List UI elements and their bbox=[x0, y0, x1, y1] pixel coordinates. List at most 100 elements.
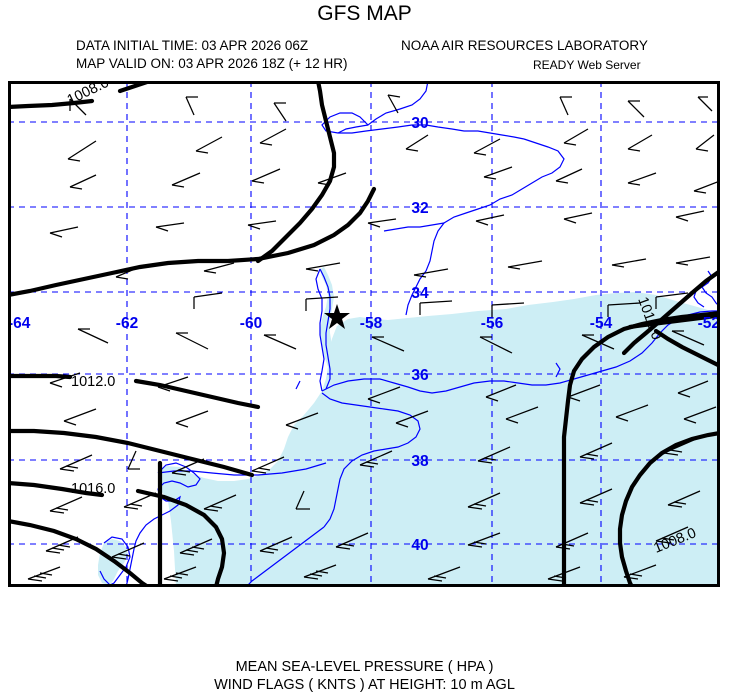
wind-barbs bbox=[27, 94, 720, 582]
wind-barb bbox=[695, 134, 715, 152]
lat-label--40: 40 bbox=[411, 537, 428, 554]
wind-barb bbox=[163, 566, 197, 582]
wind-barb bbox=[49, 226, 79, 238]
wind-barb bbox=[581, 334, 615, 350]
graticule-labels: -64 -62 -60 -58 -56 -54 -52 30 32 34 36 … bbox=[8, 115, 720, 554]
wind-barb bbox=[175, 410, 209, 428]
wind-barb bbox=[615, 404, 649, 422]
lon-label--60: -60 bbox=[240, 315, 262, 332]
coast-south bbox=[245, 526, 325, 587]
wind-barb bbox=[305, 262, 341, 272]
coast-lagoon-inner bbox=[103, 536, 131, 587]
page-title: GFS MAP bbox=[317, 2, 412, 25]
wind-barb bbox=[579, 442, 613, 460]
estuary-west-arm bbox=[322, 381, 414, 403]
wind-barb bbox=[179, 538, 213, 556]
wind-barb bbox=[185, 96, 198, 116]
wind-barb bbox=[127, 450, 140, 470]
wind-barb bbox=[63, 408, 97, 426]
laboratory-label: NOAA AIR RESOURCES LABORATORY bbox=[401, 38, 648, 53]
wind-barb bbox=[247, 220, 277, 230]
lon-label--52: -52 bbox=[698, 315, 720, 332]
wind-barb bbox=[579, 488, 613, 506]
wind-barb bbox=[473, 138, 501, 156]
wind-barb bbox=[45, 536, 79, 554]
map-valid-on-label: MAP VALID ON: 03 APR 2026 18Z (+ 12 HR) bbox=[76, 56, 348, 71]
wind-barb bbox=[115, 264, 145, 280]
wind-barb bbox=[27, 566, 61, 582]
wind-barb bbox=[67, 140, 97, 162]
isobars bbox=[8, 81, 720, 587]
source-location-star[interactable] bbox=[324, 304, 350, 329]
wind-barb bbox=[69, 174, 97, 190]
wind-barb bbox=[395, 410, 429, 428]
wind-barb bbox=[413, 268, 449, 278]
lon-label--58: -58 bbox=[360, 315, 383, 332]
isobar-1012-label-right bbox=[133, 378, 261, 410]
isobar-1012-west bbox=[8, 186, 377, 298]
wind-barb bbox=[371, 336, 405, 352]
wind-barb bbox=[559, 96, 572, 116]
wind-barb bbox=[259, 128, 287, 146]
wind-barb bbox=[623, 564, 657, 580]
river-channel-line bbox=[319, 268, 331, 390]
lat-label--38: 38 bbox=[411, 453, 429, 470]
wind-barb bbox=[563, 212, 593, 224]
isobar-1012-northeast-lower bbox=[653, 328, 720, 369]
wind-barb bbox=[359, 450, 393, 468]
estuary-south-shore bbox=[321, 392, 421, 528]
estuary-north-shore bbox=[321, 310, 720, 394]
wind-barb bbox=[367, 386, 401, 404]
lon-label--64: -64 bbox=[8, 315, 31, 332]
wind-barb bbox=[123, 492, 157, 510]
wind-barb bbox=[259, 536, 293, 554]
wind-barb bbox=[671, 330, 705, 346]
wind-barb bbox=[477, 446, 511, 464]
wind-barb bbox=[171, 172, 201, 188]
map-border bbox=[8, 81, 720, 587]
wind-barb bbox=[69, 98, 87, 116]
wind-barb bbox=[627, 100, 645, 118]
isobar-label-1016-w: 1016.0 bbox=[71, 481, 115, 497]
wind-barb bbox=[483, 166, 513, 180]
isobar-1016-west bbox=[8, 480, 105, 498]
wind-barb bbox=[49, 496, 83, 514]
wind-barb bbox=[419, 300, 453, 315]
river-tick-2 bbox=[295, 380, 301, 390]
wind-barb bbox=[677, 380, 709, 398]
wind-barb bbox=[195, 136, 223, 154]
wind-barb bbox=[77, 328, 109, 344]
wind-barb bbox=[317, 172, 347, 186]
wind-barb bbox=[305, 296, 339, 311]
wind-barb bbox=[111, 542, 145, 560]
wind-barb bbox=[467, 492, 501, 510]
isobar-1012-northeast bbox=[621, 268, 720, 356]
wind-barb bbox=[675, 210, 705, 222]
wind-barb bbox=[367, 218, 397, 228]
map-canvas[interactable]: 1008.0 1012.0 1016.0 1012.0 1008.0 bbox=[8, 81, 720, 587]
wind-barb bbox=[655, 526, 689, 544]
wind-barb bbox=[491, 302, 525, 317]
wind-barb bbox=[251, 456, 285, 474]
star-icon bbox=[324, 304, 350, 329]
wind-barb bbox=[155, 222, 185, 232]
isobar-1008-corner bbox=[617, 430, 720, 587]
isobar-label-1012-w: 1012.0 bbox=[71, 374, 115, 390]
wind-barb bbox=[547, 566, 581, 582]
coastline-north-branch bbox=[337, 124, 369, 134]
wind-barb bbox=[285, 412, 319, 430]
lon-label--54: -54 bbox=[590, 315, 613, 332]
wind-barb bbox=[263, 334, 297, 350]
isobar-1008-trough bbox=[255, 81, 337, 264]
river-interior-2 bbox=[383, 222, 445, 232]
server-label: READY Web Server bbox=[533, 58, 641, 72]
wind-barb bbox=[485, 384, 517, 402]
wind-barb bbox=[567, 384, 601, 402]
wind-barb bbox=[627, 172, 657, 186]
isobar-1012-label-left bbox=[8, 373, 73, 380]
wind-barb bbox=[563, 128, 589, 146]
wind-barb bbox=[157, 376, 189, 392]
wind-barb bbox=[475, 214, 505, 226]
river-channel-line-west bbox=[315, 268, 325, 392]
wind-barb bbox=[555, 168, 583, 184]
